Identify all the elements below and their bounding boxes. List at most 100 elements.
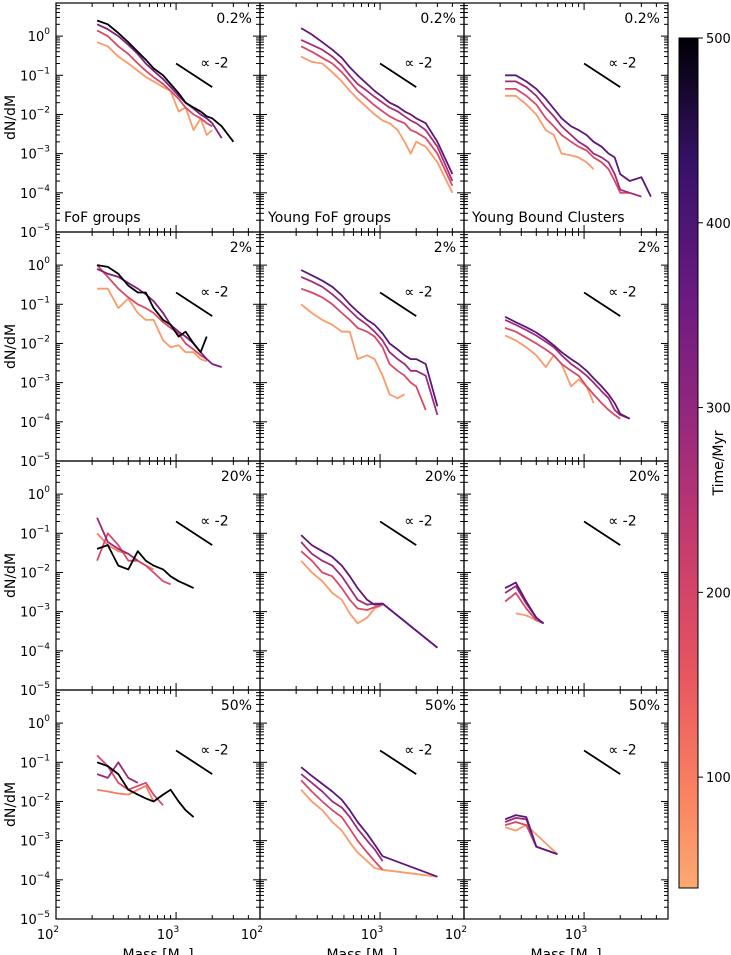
reference-slope-line xyxy=(175,291,213,317)
series-line-t190 xyxy=(96,264,208,360)
x-axis-labels: 102 103 Mass [M⊙] 102 103 Mass [M⊙] 102 103 Mass… xyxy=(37,925,602,955)
series-line-t190 xyxy=(300,550,383,611)
series-line-t500 xyxy=(96,19,235,143)
reference-slope-line xyxy=(175,520,213,546)
x-tick-label: 103 xyxy=(157,925,179,943)
panel-frame xyxy=(55,231,261,462)
ticks xyxy=(259,2,465,233)
y-tick-label: 10−3 xyxy=(20,603,50,621)
x-tick-label: 102 xyxy=(37,925,59,943)
series-line-t280 xyxy=(504,319,631,420)
panel-r2-c1: ∝ -2 20% xyxy=(259,460,465,691)
ticks xyxy=(463,460,669,691)
row-label: 0.2% xyxy=(624,11,660,27)
reference-slope-line xyxy=(583,62,621,88)
y-tick-label: 10−2 xyxy=(20,105,50,123)
row-label: 50% xyxy=(425,698,456,714)
series-line-t380 xyxy=(505,74,652,197)
y-tick-label: 10−1 xyxy=(20,66,50,84)
y-tick-label: 100 xyxy=(28,485,51,503)
y-tick-label: 10−1 xyxy=(20,524,50,542)
series-line-t60 xyxy=(515,612,537,622)
series-line-t60 xyxy=(300,560,383,625)
ticks xyxy=(55,2,261,233)
y-axis-label: dN/dM xyxy=(3,95,19,140)
panel-r2-c2: ∝ -2 20% xyxy=(463,460,669,691)
colorbar: 100 200 300 400 500 Time/Myr xyxy=(678,32,731,889)
row-label: 20% xyxy=(425,469,456,485)
row-label: 2% xyxy=(638,240,660,256)
series-group xyxy=(300,534,438,649)
series-line-t380 xyxy=(300,269,439,407)
y-tick-label: 10−3 xyxy=(20,374,50,392)
panel-r0-c1: ∝ -2 0.2% Young FoF groups xyxy=(259,2,465,233)
series-line-t380 xyxy=(300,27,454,175)
series-line-t290 xyxy=(96,761,139,784)
series-line-t190 xyxy=(504,821,558,856)
y-tick-label: 10−2 xyxy=(20,792,50,810)
y-tick-label: 10−5 xyxy=(20,452,50,470)
series-line-t190 xyxy=(96,754,164,806)
colorbar-tick-label: 500 xyxy=(706,32,731,47)
reference-slope-label: ∝ -2 xyxy=(404,55,432,71)
reference-slope-line xyxy=(379,291,417,317)
y-tick-label: 10−5 xyxy=(20,223,50,241)
row-label: 2% xyxy=(434,240,456,256)
colorbar-tick-label: 200 xyxy=(706,586,731,601)
series-group xyxy=(96,517,194,589)
panel-frame xyxy=(259,231,465,462)
series-line-t60 xyxy=(300,55,454,194)
panel-frame xyxy=(55,2,261,233)
reference-slope-label: ∝ -2 xyxy=(404,742,432,758)
series-group xyxy=(504,581,545,625)
y-tick-label: 10−4 xyxy=(20,413,50,431)
colorbar-gradient xyxy=(678,37,699,889)
panel-r1-c2: ∝ -2 2% xyxy=(463,231,669,462)
panel-frame xyxy=(463,689,669,920)
panel-frame xyxy=(463,231,669,462)
colorbar-tick-label: 100 xyxy=(706,771,731,786)
series-group xyxy=(96,19,235,143)
series-group xyxy=(300,27,454,194)
colorbar-tick-label: 300 xyxy=(706,402,731,417)
ticks xyxy=(259,460,465,691)
series-line-t60 xyxy=(504,824,559,855)
series-line-t190 xyxy=(505,88,630,194)
series-line-t380 xyxy=(300,766,438,878)
x-axis-label: Mass [M⊙] xyxy=(122,947,193,955)
reference-slope-label: ∝ -2 xyxy=(200,284,228,300)
panel-grid: ∝ -2 0.2% FoF groups ∝ -2 0.2% Young FoF grou… xyxy=(55,2,669,920)
reference-slope-label: ∝ -2 xyxy=(404,284,432,300)
reference-slope-line xyxy=(175,749,213,775)
panel-frame xyxy=(259,2,465,233)
y-axis-label: dN/dM xyxy=(3,324,19,369)
ticks xyxy=(55,460,261,691)
panel-r0-c0: ∝ -2 0.2% FoF groups xyxy=(55,2,261,233)
panel-r3-c1: ∝ -2 50% xyxy=(259,689,465,920)
series-group xyxy=(504,814,559,856)
series-line-t290 xyxy=(96,517,139,562)
series-line-t190 xyxy=(300,779,384,871)
series-group xyxy=(504,315,631,420)
x-tick-label: 102 xyxy=(445,925,467,943)
y-axis-label: dN/dM xyxy=(3,553,19,598)
series-line-t60 xyxy=(97,287,208,363)
y-tick-label: 10−5 xyxy=(20,681,50,699)
x-tick-label: 102 xyxy=(241,925,263,943)
panel-r0-c2: ∝ -2 0.2% Young Bound Clusters xyxy=(463,2,669,233)
reference-slope-label: ∝ -2 xyxy=(200,55,228,71)
series-line-t500 xyxy=(96,761,195,818)
series-line-t500 xyxy=(96,264,208,354)
y-tick-label: 10−4 xyxy=(20,642,50,660)
series-line-t380 xyxy=(504,315,631,420)
reference-slope-line xyxy=(379,520,417,546)
column-title: FoF groups xyxy=(64,210,141,226)
y-axis-labels: 10−5 10−4 10−3 10−2 10−1 100 dN/dM 10−5 10−4 10−3… xyxy=(3,27,50,928)
series-line-t280 xyxy=(505,80,642,198)
series-line-t60 xyxy=(96,41,213,136)
panel-r3-c2: ∝ -2 50% xyxy=(463,689,669,920)
y-tick-label: 100 xyxy=(28,256,51,274)
series-line-t500 xyxy=(96,544,194,589)
reference-slope-label: ∝ -2 xyxy=(200,742,228,758)
